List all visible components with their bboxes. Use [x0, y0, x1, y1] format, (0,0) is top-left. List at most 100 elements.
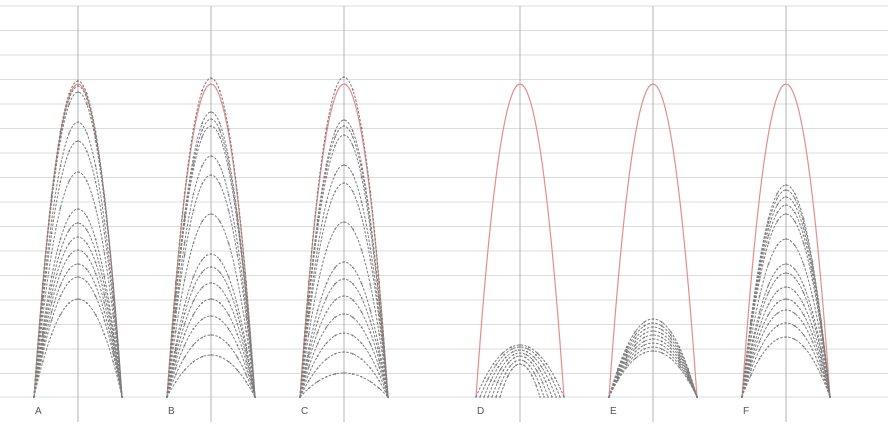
- curve-marker: [59, 295, 62, 298]
- curve-marker: [351, 190, 354, 193]
- curve-marker: [547, 379, 550, 381]
- curve-marker: [183, 254, 186, 256]
- curve-marker: [351, 316, 354, 319]
- panel-b: B: [166, 6, 256, 422]
- grid: [0, 5, 888, 398]
- curve-marker: [192, 313, 195, 316]
- curve-marker: [652, 318, 654, 320]
- curve-marker: [378, 298, 381, 301]
- curve-marker: [103, 275, 106, 278]
- panel-label: C: [301, 406, 308, 417]
- curve-marker: [201, 336, 204, 339]
- curve-marker: [625, 351, 628, 354]
- curve-marker: [360, 358, 363, 361]
- curve-marker: [669, 340, 672, 343]
- curve-marker: [245, 316, 248, 318]
- curve-marker: [218, 89, 221, 92]
- curve-marker: [94, 134, 97, 137]
- curve-marker: [112, 352, 115, 355]
- curve-4: [608, 334, 698, 398]
- curve-marker: [77, 276, 79, 278]
- curve-marker: [236, 222, 239, 225]
- curve-marker: [334, 282, 337, 285]
- curve-marker: [334, 373, 337, 375]
- curve-marker: [245, 366, 248, 369]
- curve-marker: [201, 302, 204, 304]
- curve-marker: [334, 266, 337, 269]
- curve-marker: [192, 275, 195, 278]
- curve-marker: [634, 347, 637, 350]
- reference-curve: [608, 83, 698, 398]
- curve-marker: [767, 303, 770, 306]
- curve-marker: [660, 336, 663, 339]
- curve-marker: [227, 328, 230, 330]
- curve-marker: [767, 234, 770, 237]
- curve-marker: [802, 313, 805, 316]
- curve-marker: [68, 180, 71, 182]
- curve-marker: [343, 134, 345, 136]
- curve-marker: [343, 372, 345, 374]
- curve-marker: [316, 320, 319, 323]
- curve-marker: [334, 316, 337, 319]
- panel-c: C: [299, 6, 389, 422]
- curve-marker: [785, 204, 787, 206]
- curve-marker: [103, 252, 106, 254]
- curve-marker: [802, 323, 805, 325]
- curve-marker: [660, 351, 663, 354]
- curve-marker: [351, 228, 354, 230]
- curve-marker: [343, 278, 345, 280]
- curve-marker: [112, 303, 115, 306]
- curve-marker: [236, 323, 239, 325]
- curve-marker: [201, 318, 204, 321]
- curve-marker: [758, 294, 761, 297]
- curve-marker: [504, 356, 507, 359]
- curve-marker: [802, 291, 805, 294]
- curve-marker: [351, 282, 354, 285]
- curve-marker: [316, 309, 319, 312]
- curve-marker: [210, 315, 212, 317]
- curve-marker: [210, 77, 212, 79]
- curve-marker: [192, 344, 195, 346]
- curve-marker: [316, 228, 319, 231]
- curve-marker: [678, 366, 681, 369]
- curve-marker: [538, 382, 541, 385]
- curve-marker: [68, 150, 71, 153]
- curve-marker: [218, 164, 221, 167]
- curve-marker: [325, 216, 328, 219]
- curve-marker: [183, 323, 186, 325]
- panel-a: A: [33, 6, 123, 422]
- curve-marker: [378, 359, 381, 362]
- curve-marker: [811, 340, 814, 343]
- curve-marker: [236, 278, 239, 281]
- curve-marker: [236, 241, 239, 244]
- curve-marker: [85, 254, 88, 257]
- curve-marker: [519, 363, 521, 365]
- curve-marker: [85, 229, 88, 231]
- curve-marker: [94, 207, 97, 209]
- curve-marker: [660, 344, 663, 347]
- curve-marker: [360, 311, 363, 314]
- curve-marker: [325, 176, 328, 178]
- curve-marker: [749, 374, 752, 377]
- curve-marker: [351, 173, 354, 176]
- curve-marker: [625, 346, 628, 348]
- curve-marker: [41, 343, 44, 345]
- curve-marker: [59, 181, 62, 183]
- curve-marker: [767, 218, 770, 220]
- curve-marker: [68, 215, 71, 218]
- curve-marker: [793, 268, 796, 271]
- curve-marker: [316, 191, 319, 194]
- curve-marker: [369, 228, 372, 231]
- curve-marker: [33, 396, 35, 398]
- curve-marker: [634, 350, 637, 353]
- curve-marker: [543, 396, 545, 398]
- curve-marker: [50, 310, 53, 313]
- curve-marker: [378, 347, 381, 350]
- curve-marker: [192, 162, 195, 165]
- curve-marker: [343, 351, 345, 353]
- curve-marker: [94, 313, 97, 316]
- curve-marker: [811, 316, 814, 319]
- curve-marker: [369, 259, 372, 261]
- curve-marker: [643, 332, 646, 335]
- curve-marker: [85, 97, 88, 100]
